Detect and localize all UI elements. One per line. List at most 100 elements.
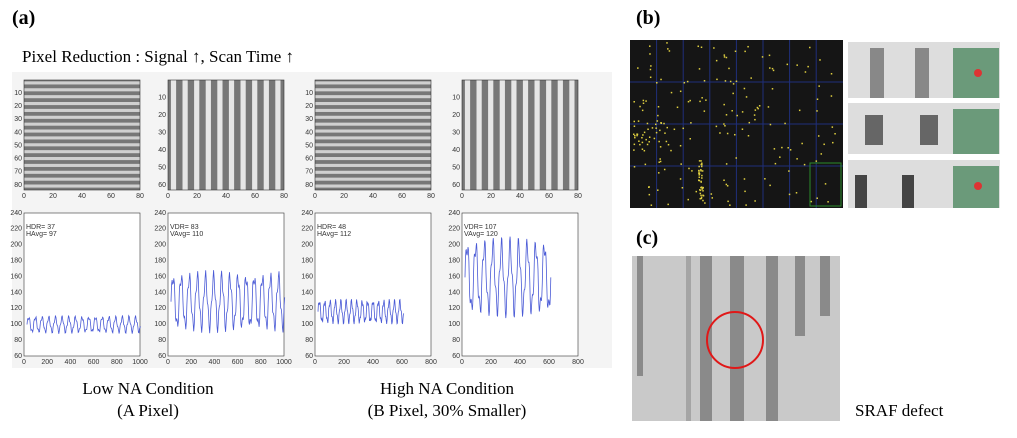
defect-point: [702, 199, 704, 202]
y-tick-label: 240: [448, 210, 460, 217]
stripe: [205, 80, 211, 190]
defect-point: [700, 46, 703, 49]
defect-point: [641, 141, 644, 144]
defect-point: [713, 47, 715, 49]
defect-point: [698, 174, 700, 176]
plot-frame: [461, 79, 579, 191]
defect-point: [701, 187, 704, 190]
stripe: [315, 88, 431, 92]
defect-point: [633, 133, 635, 136]
defect-point: [657, 105, 660, 108]
stripe: [315, 157, 431, 161]
pattern: [855, 175, 867, 208]
defect-point: [700, 186, 703, 188]
defect-point: [699, 189, 702, 192]
defect-point: [647, 128, 649, 131]
defect-point: [734, 133, 736, 136]
defect-point: [724, 125, 726, 127]
defect-thumbnails: [848, 42, 1000, 208]
defect-point: [633, 166, 636, 168]
defect-point: [741, 111, 744, 113]
y-tick-label: 140: [10, 289, 22, 296]
x-tick-label: 0: [166, 359, 170, 366]
stripe: [315, 150, 431, 154]
y-tick-label: 40: [305, 129, 313, 136]
defect-point: [725, 56, 728, 59]
y-tick-label: 20: [305, 103, 313, 110]
defect-point: [809, 46, 811, 49]
plot-frame: [314, 79, 432, 191]
stripe: [569, 80, 575, 190]
defect-point: [781, 146, 783, 149]
defect-point: [638, 140, 640, 142]
y-tick-label: 100: [154, 321, 166, 328]
defect-point: [796, 64, 798, 66]
stripe: [315, 81, 431, 85]
defect-point: [743, 87, 746, 90]
x-tick-label: 20: [487, 193, 495, 200]
defect-point: [700, 168, 702, 171]
defect-point: [641, 109, 644, 112]
x-tick-label: 400: [514, 359, 526, 366]
stripe: [228, 80, 235, 190]
stripe: [24, 150, 140, 154]
x-tick-label: 600: [396, 359, 408, 366]
defect-point: [735, 80, 738, 83]
defect-point: [666, 126, 668, 129]
stripe: [315, 115, 431, 119]
x-tick-label: 1000: [132, 359, 148, 366]
defect-point: [634, 136, 636, 139]
y-tick-label: 180: [10, 258, 22, 265]
line-pattern: [686, 256, 691, 421]
y-tick-label: 50: [14, 142, 22, 149]
defect-point: [801, 142, 803, 145]
defect-point: [699, 100, 701, 103]
x-tick-label: 60: [545, 193, 553, 200]
defect-point: [641, 136, 643, 139]
defect-point: [725, 114, 728, 116]
defect-point: [637, 67, 639, 69]
y-tick-label: 180: [448, 258, 460, 265]
stripe: [24, 143, 140, 147]
y-tick-label: 220: [10, 226, 22, 233]
defect-point: [673, 128, 676, 131]
y-tick-label: 140: [301, 289, 313, 296]
stripe: [546, 80, 552, 190]
defect-point: [771, 88, 774, 90]
defect-point: [700, 186, 702, 189]
line-pattern: [700, 256, 712, 421]
defect-point: [699, 197, 701, 200]
defect-point: [643, 149, 646, 152]
stripe: [240, 80, 246, 190]
defect-point: [705, 99, 707, 101]
defect-point: [729, 80, 732, 83]
defect-point: [816, 110, 818, 112]
defect-point: [743, 178, 746, 180]
defect-point: [697, 45, 699, 48]
x-tick-label: 0: [460, 193, 464, 200]
defect-point: [655, 131, 658, 134]
y-tick-label: 60: [452, 353, 460, 360]
annotation: HAvg= 97: [26, 231, 57, 238]
stripe: [315, 95, 431, 99]
defect-point: [659, 146, 662, 148]
stripe: [315, 163, 431, 167]
defect-point: [698, 176, 701, 179]
defect-point: [704, 202, 706, 204]
signal-trace: [26, 314, 142, 335]
x-tick-label: 40: [78, 193, 86, 200]
y-tick-label: 70: [14, 169, 22, 176]
y-tick-label: 80: [158, 337, 166, 344]
y-tick-label: 60: [452, 182, 460, 189]
y-tick-label: 120: [448, 305, 460, 312]
x-tick-label: 20: [193, 193, 201, 200]
defect-point: [660, 78, 662, 81]
y-tick-label: 100: [448, 321, 460, 328]
defect-point: [756, 106, 759, 109]
y-tick-label: 60: [158, 182, 166, 189]
defect-point: [725, 183, 728, 186]
defect-point: [702, 194, 705, 197]
defect-point: [732, 83, 735, 85]
defect-point: [798, 109, 801, 112]
